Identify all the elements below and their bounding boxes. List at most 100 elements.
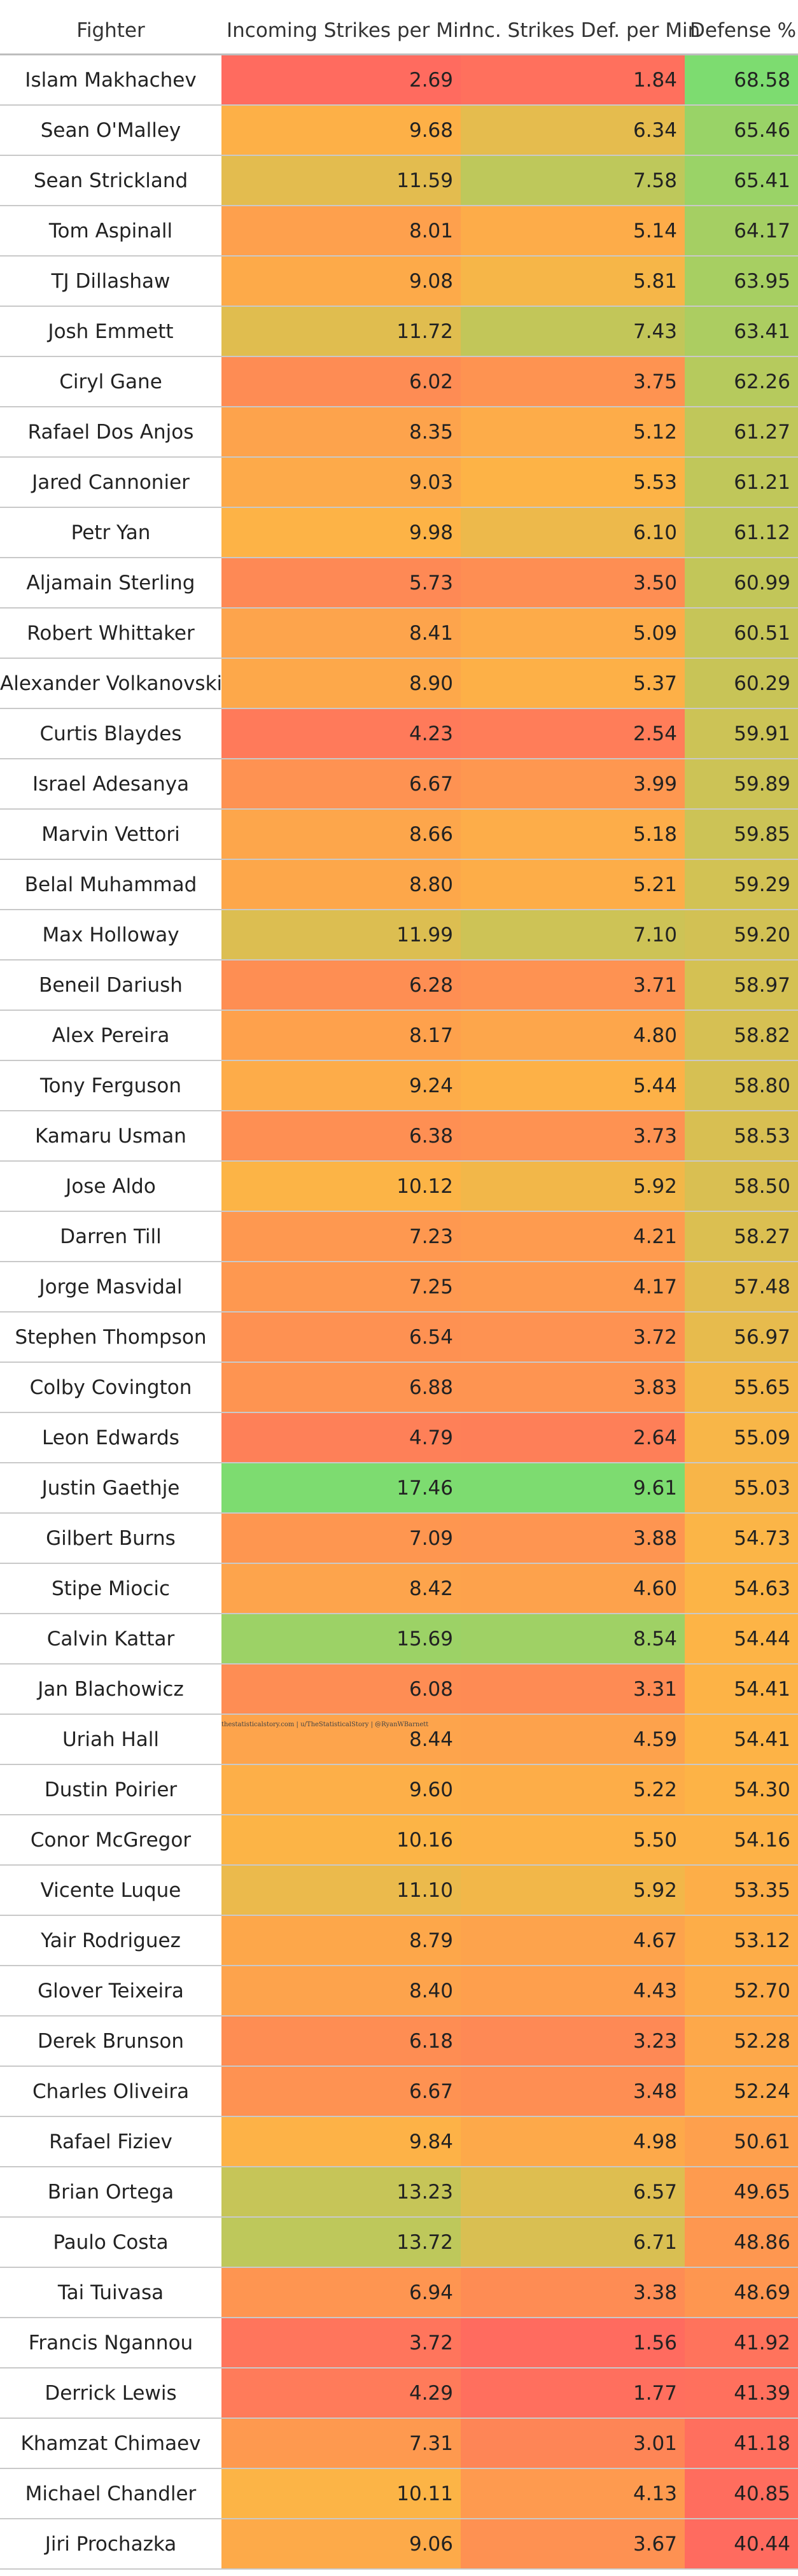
defense-cell: 63.95 [685,256,798,307]
fighter-cell: Brian Ortega [0,2167,221,2218]
defended-cell: 3.50 [461,558,685,609]
defense-cell: 41.92 [685,2318,798,2368]
defended-cell: 9.61 [461,1463,685,1514]
defended-cell: 3.01 [461,2418,685,2469]
defended-cell: 5.81 [461,256,685,307]
fighter-cell: Khamzat Chimaev [0,2418,221,2469]
defended-cell: 3.71 [461,960,685,1011]
defense-cell: 58.97 [685,960,798,1011]
defended-cell: 5.92 [461,1161,685,1212]
header-row: Fighter Incoming Strikes per Min Inc. St… [0,8,798,55]
fighter-cell: Stipe Miocic [0,1563,221,1614]
defended-cell: 4.43 [461,1966,685,2016]
incoming-cell: 7.23 [221,1211,461,1262]
table-row: Brian Ortega 13.23 6.57 49.65 [0,2167,798,2218]
incoming-cell: 3.72 [221,2318,461,2368]
fighter-cell: Sean O'Malley [0,105,221,156]
incoming-cell: 8.90 [221,658,461,709]
fighter-cell: Jiri Prochazka [0,2519,221,2570]
incoming-cell: 8.42 [221,1563,461,1614]
defended-cell: 5.53 [461,457,685,508]
defended-cell: 5.12 [461,407,685,458]
defense-cell: 54.30 [685,1764,798,1815]
fighter-cell: Israel Adesanya [0,759,221,810]
defense-cell: 58.82 [685,1010,798,1061]
defended-cell: 5.18 [461,809,685,860]
fighter-cell: Justin Gaethje [0,1463,221,1514]
table-row: Yair Rodriguez 8.79 4.67 53.12 [0,1915,798,1966]
incoming-cell: 7.25 [221,1262,461,1313]
table-row: Belal Muhammad 8.80 5.21 59.29 [0,859,798,910]
table-row: Charles Oliveira 6.67 3.48 52.24 [0,2066,798,2117]
defended-cell: 3.83 [461,1362,685,1413]
table-row: Curtis Blaydes 4.23 2.54 59.91 [0,708,798,759]
defense-cell: 41.39 [685,2368,798,2419]
defense-cell: 53.12 [685,1915,798,1966]
defended-cell: 3.23 [461,2016,685,2067]
incoming-cell: 17.46 [221,1463,461,1514]
incoming-cell: 7.09 [221,1513,461,1564]
incoming-cell: 4.29 [221,2368,461,2419]
table-row: Tony Ferguson 9.24 5.44 58.80 [0,1060,798,1111]
header-strikes-defended: Inc. Strikes Def. per Min [461,8,700,55]
fighter-cell: Robert Whittaker [0,608,221,659]
defense-cell: 59.91 [685,708,798,759]
table-row: Sean Strickland 11.59 7.58 65.41 [0,155,798,206]
defense-cell: 59.89 [685,759,798,810]
table-row: Tom Aspinall 8.01 5.14 64.17 [0,206,798,257]
defended-cell: 2.64 [461,1412,685,1463]
defense-cell: 55.03 [685,1463,798,1514]
table-row: Calvin Kattar 15.69 8.54 54.44 [0,1614,798,1665]
defended-cell: 2.54 [461,708,685,759]
incoming-cell: 9.98 [221,507,461,558]
defense-cell: 52.70 [685,1966,798,2016]
table-row: Stephen Thompson 6.54 3.72 56.97 [0,1312,798,1363]
header-incoming-strikes: Incoming Strikes per Min [221,8,471,55]
defense-cell: 58.80 [685,1060,798,1111]
table-row: Beneil Dariush 6.28 3.71 58.97 [0,960,798,1011]
fighter-cell: Tony Ferguson [0,1060,221,1111]
table-body: Islam Makhachev 2.69 1.84 68.58 Sean O'Malle… [0,54,798,2570]
table-row: Kamaru Usman 6.38 3.73 58.53 [0,1111,798,1162]
table-row: Jan Blachowicz 6.08 3.31 54.41 [0,1664,798,1715]
incoming-cell: 8.41 [221,608,461,659]
incoming-cell: 10.16 [221,1815,461,1866]
defense-cell: 54.16 [685,1815,798,1866]
defense-cell: 59.85 [685,809,798,860]
incoming-cell: 6.67 [221,759,461,810]
fighter-cell: Rafael Fiziev [0,2116,221,2167]
table-row: Alexander Volkanovski 8.90 5.37 60.29 [0,658,798,709]
incoming-cell: 6.94 [221,2267,461,2318]
fighter-cell: Uriah Hall [0,1714,221,1765]
incoming-cell: 9.08 [221,256,461,307]
fighter-cell: Jared Cannonier [0,457,221,508]
fighter-cell: Ciryl Gane [0,356,221,407]
fighter-cell: Stephen Thompson [0,1312,221,1363]
incoming-cell: 6.18 [221,2016,461,2067]
incoming-cell: 8.40 [221,1966,461,2016]
incoming-cell: 8.17 [221,1010,461,1061]
defended-cell: 5.44 [461,1060,685,1111]
defense-cell: 54.63 [685,1563,798,1614]
table-row: Rafael Fiziev 9.84 4.98 50.61 [0,2116,798,2167]
table-row: Jiri Prochazka 9.06 3.67 40.44 [0,2519,798,2570]
fighter-cell: Jorge Masvidal [0,1262,221,1313]
fighter-cell: Leon Edwards [0,1412,221,1463]
defended-cell: 1.77 [461,2368,685,2419]
incoming-cell: 4.79 [221,1412,461,1463]
defended-cell: 6.10 [461,507,685,558]
defended-cell: 6.57 [461,2167,685,2218]
incoming-cell: 8.66 [221,809,461,860]
table-row: Paulo Costa 13.72 6.71 48.86 [0,2217,798,2268]
defense-cell: 52.28 [685,2016,798,2067]
defense-cell: 58.27 [685,1211,798,1262]
fighter-cell: Francis Ngannou [0,2318,221,2368]
defended-cell: 4.80 [461,1010,685,1061]
fighter-cell: Alex Pereira [0,1010,221,1061]
fighter-cell: Marvin Vettori [0,809,221,860]
defense-cell: 62.26 [685,356,798,407]
fighter-cell: Tai Tuivasa [0,2267,221,2318]
table-row: Petr Yan 9.98 6.10 61.12 [0,507,798,558]
incoming-cell: 7.31 [221,2418,461,2469]
fighter-cell: Rafael Dos Anjos [0,407,221,458]
